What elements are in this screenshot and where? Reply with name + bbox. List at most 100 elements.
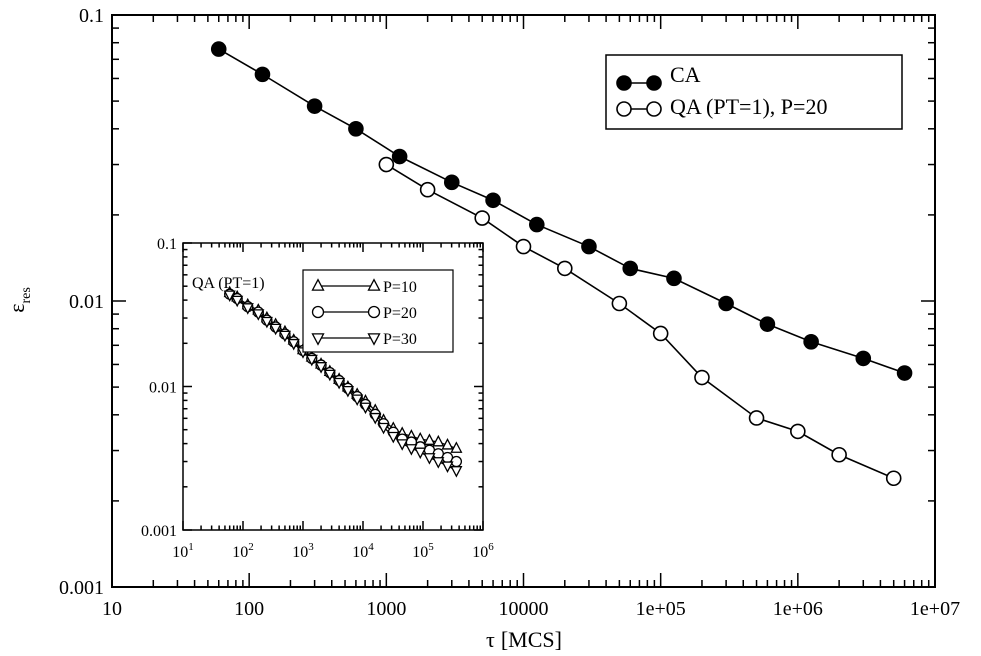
inset-legend-marker-p10: [311, 278, 381, 291]
main-point-qa-pt-1-p-20: [419, 181, 436, 198]
main-point-ca: [391, 148, 408, 165]
inset-point-p-10: [432, 434, 445, 447]
inset-y-tick-label: 0.001: [141, 523, 177, 540]
main-x-tick-label: 10: [102, 598, 122, 620]
inset-point-p-30: [333, 377, 346, 390]
main-point-ca: [254, 66, 271, 83]
main-point-qa-pt-1-p-20: [748, 410, 765, 426]
inset-point-p-30: [341, 385, 354, 398]
main-point-ca: [485, 192, 501, 209]
main-point-ca: [348, 121, 364, 137]
main-point-ca: [759, 316, 776, 332]
main-point-qa-pt-1-p-20: [515, 238, 532, 255]
inset-point-p-30: [231, 295, 244, 308]
y-axis-symbol: ε: [4, 304, 29, 313]
main-point-qa-pt-1-p-20: [885, 470, 902, 487]
inset-point-p-30: [323, 369, 336, 382]
legend-marker: [646, 101, 662, 117]
main-point-ca: [803, 334, 819, 350]
inset-x-tick-label: 101: [172, 541, 194, 561]
inset-y-tick-label: 0.1: [157, 236, 177, 253]
inset-legend-marker: [367, 305, 381, 319]
main-point-qa-pt-1-p-20: [652, 325, 669, 342]
inset-legend-label-p20: P=20: [383, 305, 417, 322]
inset-point-p-30: [287, 338, 300, 351]
main-point-qa-pt-1-p-20: [378, 156, 395, 173]
main-x-tick-label: 100: [234, 598, 264, 620]
main-point-ca: [210, 41, 227, 57]
inset-x-tick-label: 106: [472, 541, 494, 561]
inset-legend-marker: [367, 333, 381, 346]
inset-x-tick-base: 10: [352, 544, 368, 561]
main-point-ca: [443, 174, 460, 191]
inset-x-tick-exponent: 3: [308, 541, 314, 553]
inset-point-p-30: [423, 453, 436, 465]
main-series-layer: [210, 41, 913, 487]
inset-x-tick-exponent: 2: [248, 541, 254, 553]
inset-point-p-30: [432, 457, 445, 469]
inset-axis-ticks: [182, 242, 484, 531]
inset-point-p-30: [441, 461, 454, 473]
inset-point-p-10: [441, 438, 454, 450]
inset-x-tick-label: 103: [292, 541, 314, 561]
main-point-ca: [306, 98, 323, 114]
main-y-tick-labels: 0.001 0.01 0.1: [59, 5, 104, 599]
main-series-line-ca: [218, 48, 905, 374]
main-x-tick-labels: 10 100 1000 10000 1e+05 1e+06 1e+07: [102, 598, 960, 620]
main-point-qa-pt-1-p-20: [790, 423, 806, 440]
inset-series-layer: [223, 285, 463, 478]
main-x-tick-label: 10000: [499, 598, 549, 620]
inset-legend-marker-p30: [311, 333, 381, 346]
main-legend: CA QA (PT=1), P=20: [605, 54, 903, 130]
inset-x-tick-exponent: 5: [428, 541, 434, 553]
main-x-tick-label: 1e+06: [773, 598, 823, 620]
inset-y-tick-labels: 0.001 0.01 0.1: [141, 236, 177, 540]
inset-point-p-30: [351, 394, 364, 407]
inset-point-p-30: [269, 323, 282, 336]
inset-y-tick-label: 0.01: [149, 380, 177, 397]
inset-x-tick-base: 10: [472, 544, 488, 561]
main-point-ca: [581, 238, 597, 255]
main-x-tick-label: 1000: [366, 598, 406, 620]
inset-x-tick-base: 10: [292, 544, 308, 561]
inset-point-p-30: [450, 466, 463, 478]
main-point-qa-pt-1-p-20: [474, 210, 491, 226]
inset-x-tick-base: 10: [412, 544, 428, 561]
inset-point-p-30: [405, 444, 418, 456]
inset-legend-marker-p20: [311, 305, 381, 319]
inset-x-tick-label: 102: [232, 541, 254, 561]
inset-point-p-30: [414, 447, 427, 460]
legend-marker: [616, 101, 632, 117]
inset-legend-marker: [367, 278, 381, 291]
inset-legend-marker: [311, 278, 325, 291]
x-axis-title: τ [MCS]: [486, 627, 562, 652]
inset-x-tick-exponent: 6: [488, 541, 494, 553]
inset-point-p-30: [396, 439, 409, 451]
inset-legend-label-p30: P=30: [383, 331, 417, 348]
inset-legend-label-p10: P=10: [383, 279, 417, 296]
inset-legend-marker: [311, 333, 325, 346]
inset-point-p-30: [241, 303, 254, 315]
legend-marker: [646, 75, 662, 91]
y-axis-title: εres: [4, 287, 34, 313]
inset-legend-title: QA (PT=1): [192, 275, 265, 292]
inset-point-p-30: [369, 412, 382, 425]
main-point-qa-pt-1-p-20: [556, 260, 573, 277]
main-point-ca: [896, 365, 913, 381]
legend-label-ca: CA: [670, 62, 701, 87]
inset-point-p-30: [252, 309, 265, 321]
legend-marker: [616, 75, 632, 91]
inset-x-tick-exponent: 4: [368, 541, 374, 553]
x-axis-symbol: τ: [486, 627, 495, 652]
inset-point-p-30: [305, 354, 318, 367]
main-point-qa-pt-1-p-20: [694, 369, 710, 386]
inset-point-p-30: [260, 316, 273, 329]
main-point-ca: [855, 350, 872, 367]
inset-legend-marker: [311, 305, 325, 319]
inset-point-p-30: [278, 330, 292, 343]
main-point-ca: [718, 295, 734, 312]
main-y-tick-label: 0.01: [69, 291, 104, 313]
inset-x-tick-label: 104: [352, 541, 374, 561]
